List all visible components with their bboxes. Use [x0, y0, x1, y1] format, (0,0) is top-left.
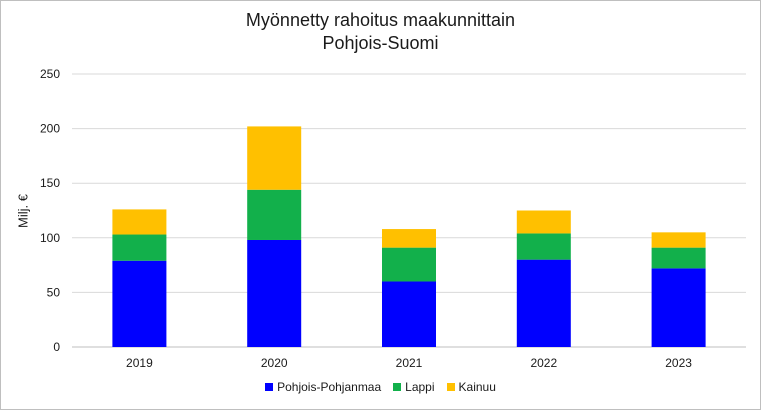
bar-lappi-2023	[651, 247, 706, 269]
y-tick-label: 0	[53, 340, 60, 354]
legend-swatch	[446, 383, 455, 391]
chart-legend: Pohjois-Pohjanmaa Lappi Kainuu	[0, 380, 761, 394]
bar-kainuu-2022	[516, 210, 571, 234]
bar-kainuu-2023	[651, 232, 706, 248]
bar-pohjois-pohjanmaa-2021	[382, 281, 436, 347]
y-tick-label: 150	[40, 176, 60, 190]
y-tick-label: 250	[40, 67, 60, 81]
bar-pohjois-pohjanmaa-2019	[112, 260, 167, 347]
legend-swatch	[393, 383, 402, 391]
legend-label: Kainuu	[458, 380, 496, 394]
legend-swatch	[265, 383, 274, 391]
x-tick-label: 2021	[396, 356, 423, 370]
bar-lappi-2020	[247, 189, 302, 240]
bar-pohjois-pohjanmaa-2023	[651, 268, 706, 347]
legend-item: Lappi	[393, 380, 435, 394]
bar-kainuu-2020	[247, 126, 302, 190]
legend-item: Kainuu	[446, 380, 496, 394]
bar-kainuu-2021	[382, 229, 436, 248]
x-tick-label: 2020	[261, 356, 288, 370]
x-tick-label: 2022	[530, 356, 557, 370]
chart-subtitle: Pohjois-Suomi	[322, 33, 439, 53]
chart-title: Myönnetty rahoitus maakunnittain	[245, 10, 516, 30]
bar-kainuu-2019	[112, 209, 167, 235]
y-tick-label: 50	[47, 285, 61, 299]
x-tick-label: 2019	[126, 356, 153, 370]
bar-lappi-2022	[516, 233, 571, 260]
bar-pohjois-pohjanmaa-2022	[516, 259, 571, 347]
bar-lappi-2021	[382, 247, 436, 282]
y-tick-label: 100	[40, 231, 60, 245]
x-tick-label: 2023	[665, 356, 692, 370]
legend-label: Lappi	[405, 380, 435, 394]
bar-pohjois-pohjanmaa-2020	[247, 239, 302, 347]
bar-lappi-2019	[112, 234, 167, 261]
y-tick-label: 200	[40, 122, 60, 136]
legend-label: Pohjois-Pohjanmaa	[277, 380, 382, 394]
legend-item: Pohjois-Pohjanmaa	[265, 380, 381, 394]
